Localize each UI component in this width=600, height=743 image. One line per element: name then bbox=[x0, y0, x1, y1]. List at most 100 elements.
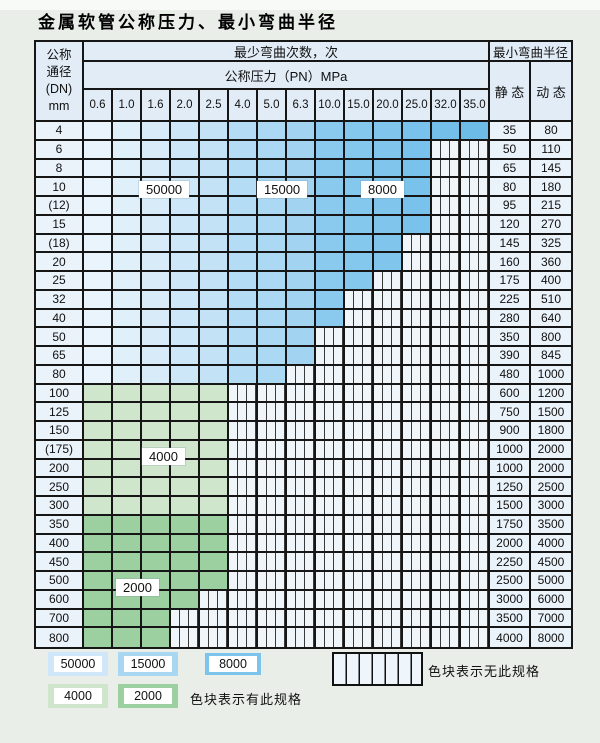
no-spec-cell bbox=[316, 422, 345, 439]
spec-cell bbox=[142, 384, 171, 402]
dynamic-radius-cell: 80 bbox=[531, 122, 571, 139]
table-row: (18) 145 325 bbox=[36, 234, 571, 254]
spec-cell bbox=[142, 140, 171, 158]
static-radius-cell: 390 bbox=[490, 347, 531, 364]
dynamic-radius-cell: 4500 bbox=[531, 553, 571, 570]
spec-cell bbox=[84, 384, 113, 402]
spec-cell bbox=[316, 309, 345, 327]
no-spec-cell bbox=[345, 440, 374, 458]
spec-cell bbox=[142, 478, 171, 495]
no-spec-cell bbox=[461, 459, 490, 477]
no-spec-cell bbox=[229, 478, 258, 495]
spec-cell bbox=[84, 234, 113, 252]
spec-cell bbox=[171, 234, 200, 252]
spec-cell bbox=[287, 347, 316, 364]
no-spec-cell bbox=[403, 384, 432, 402]
pressure-col-header: 1.6 bbox=[142, 90, 171, 120]
no-spec-cell bbox=[287, 553, 316, 570]
spec-cell bbox=[403, 197, 432, 214]
no-spec-cell bbox=[403, 403, 432, 420]
spec-cell bbox=[171, 140, 200, 158]
dn-cell: 300 bbox=[36, 497, 84, 514]
no-spec-cell bbox=[316, 347, 345, 364]
no-spec-cell bbox=[345, 347, 374, 364]
spec-cell bbox=[171, 365, 200, 383]
spec-cell bbox=[258, 365, 287, 383]
no-spec-cell bbox=[316, 384, 345, 402]
cycles-label-15000: 15000 bbox=[257, 181, 308, 198]
pressure-col-header: 10.0 bbox=[316, 90, 345, 120]
table-row: 80 480 1000 bbox=[36, 365, 571, 385]
no-spec-cell bbox=[403, 478, 432, 495]
spec-cell bbox=[142, 534, 171, 552]
spec-cell bbox=[200, 253, 229, 270]
static-radius-cell: 4000 bbox=[490, 628, 531, 647]
no-spec-cell bbox=[432, 159, 461, 177]
no-spec-cell bbox=[432, 553, 461, 570]
spec-cell bbox=[171, 478, 200, 495]
dn-cell: 600 bbox=[36, 590, 84, 608]
pressure-header: 公称压力（PN）MPa bbox=[84, 62, 490, 90]
no-spec-cell bbox=[403, 347, 432, 364]
spec-cell bbox=[171, 590, 200, 608]
no-spec-cell bbox=[432, 309, 461, 327]
spec-cell bbox=[200, 178, 229, 195]
no-spec-cell bbox=[432, 290, 461, 308]
spec-cell bbox=[345, 253, 374, 270]
spec-cell bbox=[84, 422, 113, 439]
no-spec-cell bbox=[374, 497, 403, 514]
no-spec-cell bbox=[374, 572, 403, 589]
dn-cell: 400 bbox=[36, 534, 84, 552]
table-row: 150 900 1800 bbox=[36, 422, 571, 441]
no-spec-cell bbox=[461, 440, 490, 458]
spec-cell bbox=[258, 272, 287, 289]
spec-cell bbox=[142, 628, 171, 647]
spec-cell bbox=[84, 459, 113, 477]
no-spec-cell bbox=[461, 572, 490, 589]
pressure-col-header: 20.0 bbox=[374, 90, 403, 120]
spec-cell bbox=[200, 234, 229, 252]
spec-cell bbox=[374, 215, 403, 233]
dn-cell: 100 bbox=[36, 384, 84, 402]
spec-cell bbox=[345, 197, 374, 214]
spec-cell bbox=[171, 215, 200, 233]
dynamic-radius-cell: 145 bbox=[531, 159, 571, 177]
spec-cell bbox=[171, 347, 200, 364]
no-spec-cell bbox=[316, 365, 345, 383]
dn-header-line: 公称 bbox=[46, 48, 72, 62]
no-spec-cell bbox=[345, 365, 374, 383]
pressure-col-header: 2.5 bbox=[200, 90, 229, 120]
no-spec-cell bbox=[461, 290, 490, 308]
spec-cell bbox=[258, 328, 287, 345]
bend-radius-header: 最小弯曲半径 bbox=[490, 42, 571, 62]
spec-cell bbox=[287, 309, 316, 327]
no-spec-cell bbox=[374, 440, 403, 458]
spec-cell bbox=[258, 290, 287, 308]
no-spec-cell bbox=[316, 534, 345, 552]
static-radius-cell: 95 bbox=[490, 197, 531, 214]
spec-cell bbox=[84, 347, 113, 364]
no-spec-cell bbox=[432, 515, 461, 533]
page-title: 金属软管公称压力、最小弯曲半径 bbox=[38, 13, 338, 32]
spec-cell bbox=[229, 253, 258, 270]
no-spec-cell bbox=[374, 290, 403, 308]
no-spec-cell bbox=[461, 384, 490, 402]
no-spec-cell bbox=[432, 609, 461, 627]
legend-swatch-4000: 4000 bbox=[48, 684, 108, 708]
spec-cell bbox=[171, 572, 200, 589]
dn-cell: 800 bbox=[36, 628, 84, 647]
spec-cell bbox=[113, 272, 142, 289]
dynamic-radius-cell: 7000 bbox=[531, 609, 571, 627]
dn-cell: (12) bbox=[36, 197, 84, 214]
spec-cell bbox=[113, 347, 142, 364]
dynamic-radius-cell: 360 bbox=[531, 253, 571, 270]
no-spec-cell bbox=[374, 590, 403, 608]
dn-cell: 15 bbox=[36, 215, 84, 233]
table-row: 100 600 1200 bbox=[36, 384, 571, 404]
no-spec-cell bbox=[316, 440, 345, 458]
spec-cell bbox=[287, 122, 316, 139]
spec-cell bbox=[84, 534, 113, 552]
spec-cell bbox=[171, 328, 200, 345]
no-spec-cell bbox=[258, 478, 287, 495]
spec-cell bbox=[258, 215, 287, 233]
